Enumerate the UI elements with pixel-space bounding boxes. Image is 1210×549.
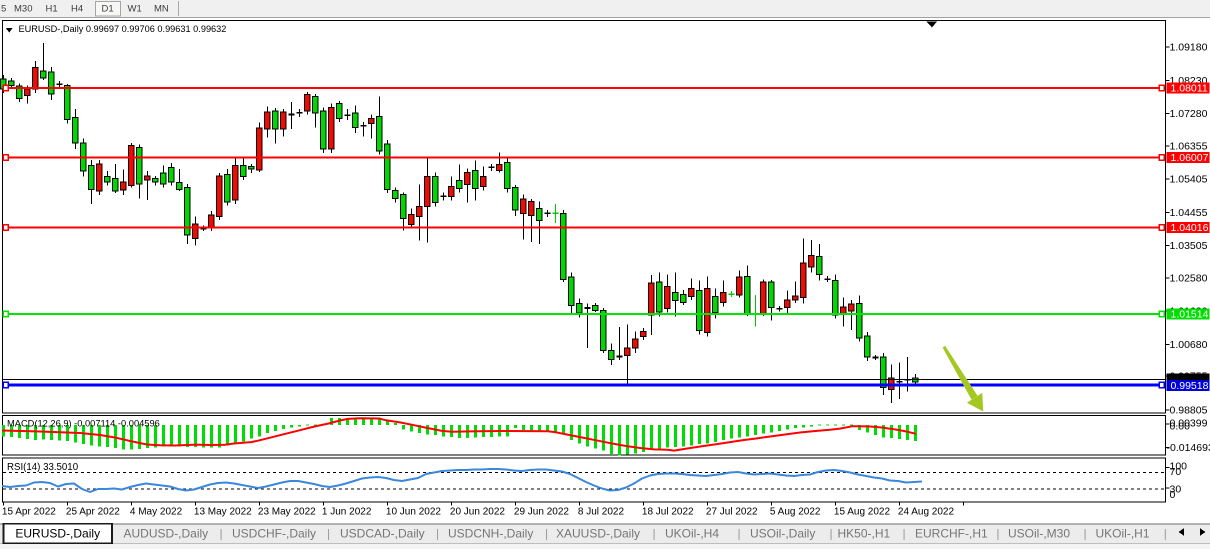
svg-text:18 Jul 2022: 18 Jul 2022: [642, 507, 694, 518]
svg-text:1.01514: 1.01514: [1171, 309, 1209, 321]
svg-text:RSI(14) 33.5010: RSI(14) 33.5010: [7, 462, 79, 473]
svg-text:0.00399: 0.00399: [1170, 418, 1208, 430]
svg-text:USOil-,M30: USOil-,M30: [1008, 527, 1070, 541]
svg-text:1.06007: 1.06007: [1171, 152, 1209, 164]
svg-text:EURUSD-,Daily: EURUSD-,Daily: [15, 527, 100, 541]
svg-text:|: |: [545, 527, 548, 541]
svg-text:|: |: [1084, 527, 1087, 541]
svg-text:0.98805: 0.98805: [1170, 405, 1208, 417]
svg-text:5 Aug 2022: 5 Aug 2022: [770, 507, 821, 518]
svg-text:|: |: [653, 527, 656, 541]
svg-text:1.00680: 1.00680: [1170, 339, 1208, 351]
svg-text:USDCAD-,Daily: USDCAD-,Daily: [340, 527, 425, 541]
svg-text:EURCHF-,H1: EURCHF-,H1: [915, 527, 988, 541]
svg-text:|: |: [327, 527, 330, 541]
svg-text:XAUUSD-,Daily: XAUUSD-,Daily: [556, 527, 640, 541]
svg-text:1.05405: 1.05405: [1170, 174, 1208, 186]
svg-text:15 Aug 2022: 15 Aug 2022: [834, 507, 891, 518]
svg-text:UKOil-,H1: UKOil-,H1: [1096, 527, 1150, 541]
svg-text:|: |: [996, 527, 999, 541]
svg-text:20 Jun 2022: 20 Jun 2022: [450, 507, 505, 518]
svg-text:30: 30: [1170, 484, 1182, 496]
svg-text:1.03505: 1.03505: [1170, 240, 1208, 252]
svg-text:8 Jul 2022: 8 Jul 2022: [578, 507, 625, 518]
svg-text:HK50-,H1: HK50-,H1: [838, 527, 891, 541]
svg-text:27 Jul 2022: 27 Jul 2022: [706, 507, 758, 518]
svg-text:1.08011: 1.08011: [1171, 83, 1208, 95]
svg-text:W1: W1: [128, 4, 142, 15]
svg-text:1.07280: 1.07280: [1170, 108, 1208, 120]
svg-text:AUDUSD-,Daily: AUDUSD-,Daily: [124, 527, 209, 541]
svg-text:10 Jun 2022: 10 Jun 2022: [386, 507, 441, 518]
svg-text:|: |: [220, 527, 223, 541]
svg-text:4 May 2022: 4 May 2022: [130, 507, 183, 518]
svg-text:|: |: [903, 527, 906, 541]
svg-text:MN: MN: [154, 4, 169, 15]
svg-text:70: 70: [1170, 466, 1182, 478]
svg-text:1 Jun 2022: 1 Jun 2022: [322, 507, 372, 518]
svg-text:25 Apr 2022: 25 Apr 2022: [66, 507, 120, 518]
svg-text:1.09180: 1.09180: [1170, 42, 1208, 54]
svg-text:USOil-,Daily: USOil-,Daily: [750, 527, 815, 541]
svg-text:-0.014693: -0.014693: [1167, 442, 1210, 454]
svg-text:USDCNH-,Daily: USDCNH-,Daily: [448, 527, 533, 541]
svg-text:1.04455: 1.04455: [1170, 207, 1208, 219]
svg-text:MACD(12,26,9) -0.007114 -0.004: MACD(12,26,9) -0.007114 -0.004596: [7, 419, 160, 429]
svg-text:|: |: [830, 527, 833, 541]
svg-text:H1: H1: [46, 4, 58, 15]
svg-text:0.00: 0.00: [1170, 420, 1191, 432]
svg-text:|: |: [738, 527, 741, 541]
svg-text:100: 100: [1170, 461, 1188, 473]
svg-text:5: 5: [1, 4, 6, 15]
svg-text:15 Apr 2022: 15 Apr 2022: [2, 507, 56, 518]
svg-text:1.02580: 1.02580: [1170, 273, 1208, 285]
svg-text:D1: D1: [102, 4, 114, 15]
svg-text:13 May 2022: 13 May 2022: [194, 507, 252, 518]
svg-text:EURUSD-,Daily 0.99697 0.99706: EURUSD-,Daily 0.99697 0.99706 0.99631 0.…: [19, 24, 227, 34]
svg-text:24 Aug 2022: 24 Aug 2022: [898, 507, 955, 518]
svg-text:|: |: [1164, 527, 1167, 541]
svg-text:23 May 2022: 23 May 2022: [258, 507, 316, 518]
svg-text:M30: M30: [14, 4, 32, 15]
svg-text:1.06355: 1.06355: [1170, 141, 1208, 153]
svg-text:0: 0: [1170, 489, 1176, 501]
svg-text:UKOil-,H4: UKOil-,H4: [665, 527, 719, 541]
svg-text:H4: H4: [71, 4, 83, 15]
svg-text:|: |: [436, 527, 439, 541]
svg-text:0.99518: 0.99518: [1171, 380, 1209, 392]
svg-text:1.04016: 1.04016: [1171, 222, 1209, 234]
svg-text:29 Jun 2022: 29 Jun 2022: [514, 507, 569, 518]
svg-text:USDCHF-,Daily: USDCHF-,Daily: [232, 527, 316, 541]
